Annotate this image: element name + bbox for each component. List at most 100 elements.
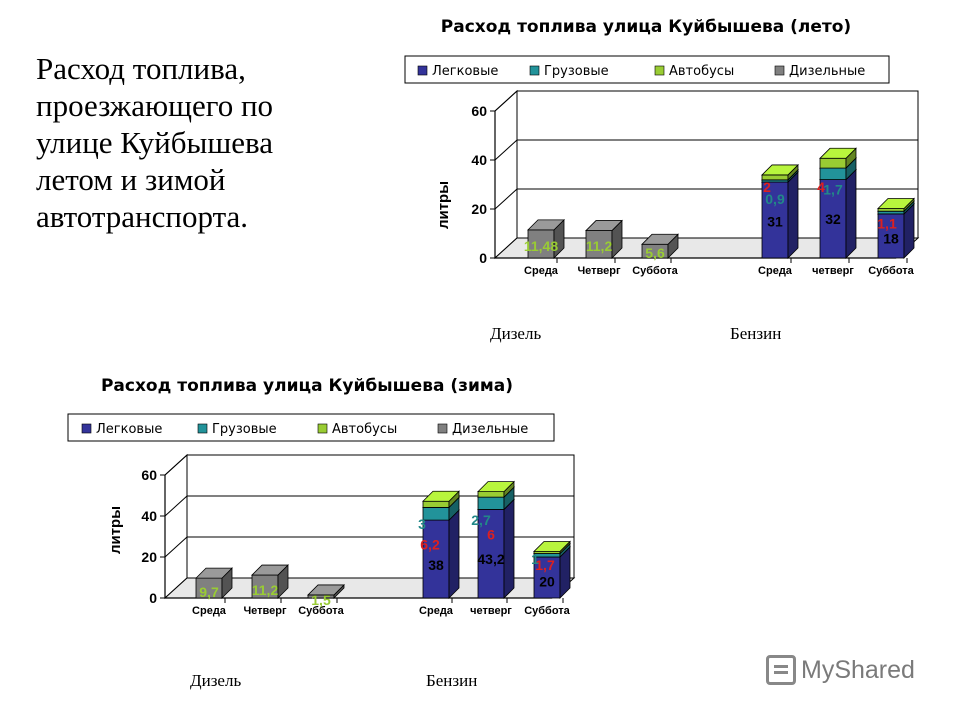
bar-top (819, 147, 857, 159)
y-tick-label: 20 (141, 549, 157, 565)
bar-diesel (307, 583, 345, 599)
y-tick-label: 40 (471, 152, 487, 168)
bar-top (533, 541, 571, 552)
y-tick-label: 0 (479, 250, 487, 266)
bar-front (819, 167, 847, 181)
data-label: 1 (531, 551, 539, 567)
bar-top (195, 567, 233, 579)
bar-buses (477, 480, 515, 499)
bar-front (422, 506, 450, 521)
bar-front (877, 213, 905, 259)
data-label: 6 (487, 526, 495, 542)
bar-diesel (585, 219, 623, 259)
x-tick-label: Среда (192, 605, 227, 617)
data-label: 11,2 (252, 582, 279, 598)
data-label: 6,2 (420, 537, 440, 553)
bar-cars (533, 546, 571, 599)
bar-front (819, 157, 847, 169)
data-label: 32 (825, 211, 841, 227)
legend-swatch-trucks (529, 65, 540, 76)
y-axis-label: литры (435, 181, 452, 229)
bar-top (761, 164, 799, 176)
x-tick-label: четверг (812, 265, 854, 277)
chart-title: Расход топлива улица Куйбышева (лето) (441, 17, 851, 37)
data-label: 1,1 (877, 216, 897, 232)
legend-swatch-diesel (437, 423, 448, 434)
gridline (494, 139, 918, 161)
data-label: 11,48 (524, 238, 558, 254)
bar-top (307, 584, 345, 596)
presentation-icon (766, 655, 796, 685)
bar-buses (819, 147, 857, 170)
watermark-text: MyShared (801, 655, 915, 684)
bar-front (422, 519, 450, 599)
watermark: MyShared (766, 655, 915, 685)
group-label-diesel-summer: Дизель (490, 324, 542, 343)
legend-label-diesel: Дизельные (452, 422, 528, 437)
back-wall (186, 454, 575, 579)
data-label: 18 (883, 230, 899, 246)
legend-swatch-cars (81, 423, 92, 434)
legend-swatch-buses (317, 423, 328, 434)
x-tick-label: Четверг (577, 265, 621, 277)
bar-front (585, 230, 613, 259)
data-label: 3 (418, 516, 426, 532)
data-label: 2 (763, 179, 771, 195)
x-tick-label: Четверг (243, 605, 287, 617)
x-tick-label: Суббота (298, 605, 344, 617)
data-label: 9,7 (199, 584, 219, 600)
legend-swatch-diesel (774, 65, 785, 76)
bar-diesel (527, 218, 565, 259)
gridline (494, 90, 918, 112)
data-label: 11,2 (586, 238, 613, 254)
chart-summer: Расход топлива улица Куйбышева (лето) Лег… (404, 17, 920, 277)
bar-front (819, 179, 847, 259)
bar-top (585, 220, 623, 231)
bar-diesel (195, 567, 233, 599)
bar-side (503, 498, 515, 599)
bar-top (527, 219, 565, 231)
bar-top (251, 564, 289, 576)
data-label: 1,7 (535, 557, 555, 573)
data-label: 38 (428, 557, 444, 573)
data-label: 2,7 (471, 512, 491, 528)
data-label: 1,7 (823, 181, 843, 197)
bar-buses (761, 163, 799, 181)
bar-side (448, 509, 460, 599)
data-label: 43,2 (477, 551, 504, 567)
y-tick-label: 0 (149, 590, 157, 606)
x-tick-label: четверг (470, 605, 512, 617)
legend-label-cars: Легковые (96, 422, 162, 437)
y-axis-label: литры (107, 506, 124, 554)
legend-box (67, 413, 555, 442)
side-wall (494, 89, 518, 260)
legend-box (404, 55, 890, 84)
x-tick-label: Среда (758, 265, 793, 277)
group-label-diesel-winter: Дизель (190, 671, 242, 690)
x-tick-label: Суббота (868, 265, 914, 277)
bar-diesel (251, 564, 289, 599)
back-wall (516, 90, 919, 239)
bar-front (477, 509, 505, 599)
bar-buses (422, 490, 460, 509)
y-tick-label: 20 (471, 201, 487, 217)
bar-top (641, 233, 679, 245)
bar-top (477, 481, 515, 493)
y-tick-label: 40 (141, 508, 157, 524)
chart-winter: Расход топлива улица Куйбышева (зима) Лег… (67, 376, 576, 617)
legend-label-cars: Легковые (432, 64, 498, 79)
gridline (164, 454, 574, 476)
legend-label-diesel: Дизельные (789, 64, 865, 79)
legend-label-trucks: Грузовые (212, 422, 277, 437)
bar-buses (533, 540, 571, 555)
bar-side (845, 168, 857, 259)
y-tick-label: 60 (141, 467, 157, 483)
data-label: 4 (817, 179, 825, 195)
bar-top (877, 198, 915, 209)
bar-front (877, 210, 905, 215)
legend-label-buses: Автобусы (332, 422, 397, 437)
bar-buses (877, 197, 915, 213)
bar-top (422, 490, 460, 502)
x-tick-label: Суббота (524, 605, 570, 617)
